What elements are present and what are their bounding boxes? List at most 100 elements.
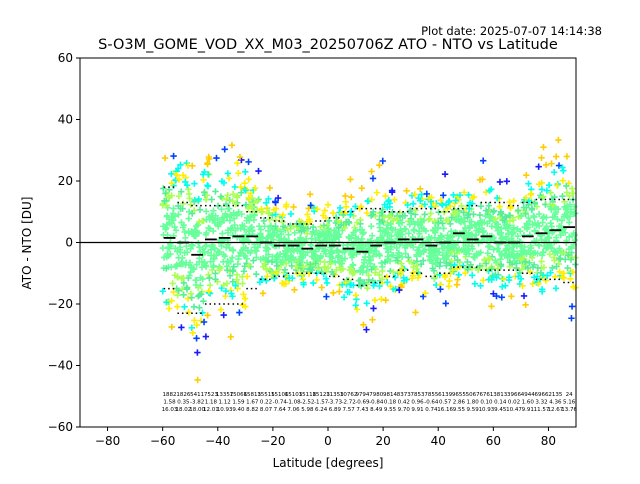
data-point xyxy=(187,201,194,208)
data-point xyxy=(373,251,380,258)
data-point xyxy=(421,246,429,254)
data-point xyxy=(355,242,363,250)
data-point xyxy=(308,235,315,242)
data-point xyxy=(190,303,198,310)
data-point xyxy=(430,227,437,235)
data-point xyxy=(230,263,238,270)
data-point xyxy=(384,279,391,286)
data-point xyxy=(504,225,511,232)
data-point xyxy=(378,295,385,303)
data-point xyxy=(437,215,444,222)
data-point xyxy=(196,255,203,262)
data-point xyxy=(334,247,341,254)
data-point xyxy=(202,333,210,340)
data-point xyxy=(564,209,571,216)
data-point xyxy=(286,274,293,282)
data-point xyxy=(258,209,265,216)
bin-annotation: 6139 xyxy=(438,392,452,398)
data-point xyxy=(464,211,471,219)
data-point xyxy=(417,185,424,192)
data-point xyxy=(342,279,349,286)
data-point xyxy=(376,224,384,231)
data-point xyxy=(492,257,499,264)
data-point xyxy=(498,234,506,241)
data-point xyxy=(430,267,438,274)
data-point xyxy=(303,230,311,237)
data-point xyxy=(253,254,260,261)
data-point xyxy=(531,200,538,208)
data-point xyxy=(160,223,167,230)
bin-annotation: 12.67 xyxy=(547,407,563,413)
data-point xyxy=(208,266,216,274)
data-point xyxy=(175,254,182,261)
data-point xyxy=(161,154,169,162)
data-point xyxy=(559,193,566,200)
data-point xyxy=(464,258,471,266)
bin-annotation: 11353 xyxy=(326,392,344,398)
bin-annotation: 6761 xyxy=(479,392,493,398)
bin-annotation: 7.64 xyxy=(274,407,287,413)
data-point xyxy=(212,188,219,195)
data-point xyxy=(493,292,500,300)
bin-annotation: 9.55 xyxy=(453,407,466,413)
data-point xyxy=(192,232,200,240)
data-point xyxy=(306,191,314,198)
data-point xyxy=(169,280,176,287)
data-point xyxy=(369,252,377,260)
data-point xyxy=(506,198,513,206)
data-point xyxy=(523,172,530,179)
data-point xyxy=(347,249,355,257)
data-point xyxy=(438,232,446,240)
data-point xyxy=(559,273,566,281)
data-point xyxy=(244,214,252,222)
data-point xyxy=(242,187,249,194)
data-point xyxy=(218,242,225,250)
data-point xyxy=(352,234,359,241)
data-point xyxy=(384,248,392,256)
data-point xyxy=(471,280,479,287)
data-point xyxy=(251,247,259,255)
data-point xyxy=(550,228,557,235)
bin-annotation: 3966 xyxy=(507,392,521,398)
data-point xyxy=(235,170,242,177)
x-tick-label: −20 xyxy=(260,434,285,448)
bin-annotation: -0.69 xyxy=(355,400,370,406)
data-point xyxy=(168,323,175,331)
data-point xyxy=(569,268,577,276)
data-point xyxy=(546,240,553,247)
data-point xyxy=(381,258,389,266)
data-point xyxy=(313,269,320,277)
data-point xyxy=(528,205,536,212)
data-point xyxy=(422,289,429,297)
data-point xyxy=(206,275,213,282)
data-point xyxy=(540,193,547,201)
data-point xyxy=(211,255,218,262)
data-point xyxy=(272,223,279,230)
bin-annotation: 9814 xyxy=(383,392,397,398)
data-point xyxy=(384,221,391,229)
data-point xyxy=(415,235,422,242)
data-point xyxy=(553,182,561,189)
data-point xyxy=(570,190,577,197)
bin-annotation: 9794 xyxy=(355,392,369,398)
data-point xyxy=(182,234,189,242)
data-point xyxy=(392,274,399,281)
x-tick-label: −60 xyxy=(150,434,175,448)
data-point xyxy=(556,245,563,252)
data-point xyxy=(174,274,181,281)
data-point xyxy=(531,228,539,235)
data-point xyxy=(179,224,187,231)
data-point xyxy=(223,196,230,203)
data-point xyxy=(172,227,180,234)
data-point xyxy=(548,195,556,202)
data-point xyxy=(196,244,203,251)
data-point xyxy=(488,303,495,310)
data-point xyxy=(266,184,274,192)
data-point xyxy=(530,261,538,269)
data-point xyxy=(195,240,202,247)
data-point xyxy=(490,234,497,241)
data-point xyxy=(499,217,507,224)
data-point xyxy=(380,214,388,221)
data-point xyxy=(493,274,500,281)
data-point xyxy=(535,280,542,288)
